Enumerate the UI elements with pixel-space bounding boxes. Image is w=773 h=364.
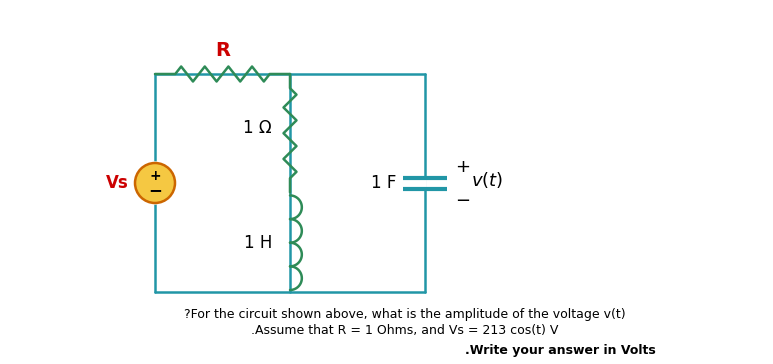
Circle shape (134, 162, 176, 204)
Text: .Assume that R = 1 Ohms, and Vs = 213 cos(t) V: .Assume that R = 1 Ohms, and Vs = 213 co… (251, 324, 559, 337)
Text: 1 H: 1 H (243, 234, 272, 252)
Text: 1 Ω: 1 Ω (243, 119, 272, 137)
Text: Vs: Vs (106, 174, 129, 192)
Text: ?For the circuit shown above, what is the amplitude of the voltage v(t): ?For the circuit shown above, what is th… (184, 308, 626, 321)
Text: .Write your answer in Volts: .Write your answer in Volts (465, 344, 656, 357)
Text: 1 F: 1 F (370, 174, 396, 192)
Text: −: − (148, 181, 162, 199)
Text: R: R (215, 41, 230, 60)
Text: −: − (455, 192, 470, 210)
Text: +: + (455, 158, 470, 176)
Circle shape (135, 163, 175, 203)
Text: $v(t)$: $v(t)$ (471, 170, 503, 190)
Text: +: + (149, 169, 161, 183)
